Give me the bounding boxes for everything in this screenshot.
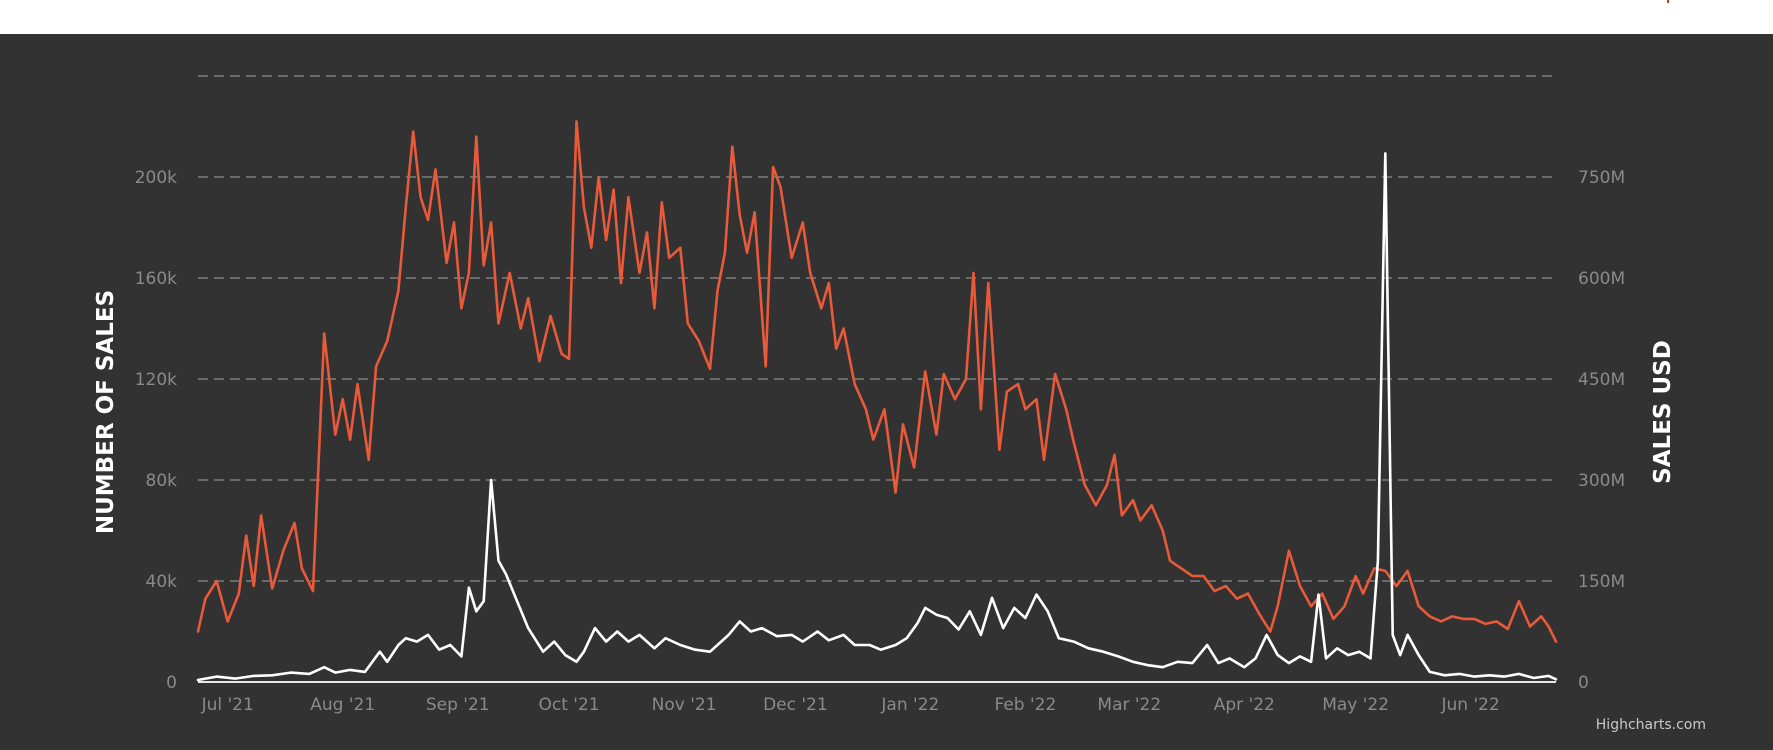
x-tick-label: Dec '21 xyxy=(763,695,828,715)
y-axis-right: 0 150M 300M 450M 600M 750M xyxy=(1578,168,1625,693)
y-left-tick-label: 160k xyxy=(135,269,177,289)
series-line-sales-usd[interactable] xyxy=(196,152,1558,682)
y-right-tick-label: 750M xyxy=(1578,168,1625,188)
chart-panel: Jul '21 Aug '21 Sep '21 Oct '21 Nov '21 Dec '… xyxy=(0,34,1773,750)
series-line-number-of-sales[interactable] xyxy=(196,120,1558,643)
x-tick-label: Oct '21 xyxy=(538,695,599,715)
x-tick-label: Aug '21 xyxy=(310,695,375,715)
y-right-tick-label: 600M xyxy=(1578,269,1625,289)
y-right-tick-label: 150M xyxy=(1578,572,1625,592)
y-left-tick-label: 200k xyxy=(135,168,177,188)
y-left-tick-label: 40k xyxy=(146,572,178,592)
y-right-tick-label: 300M xyxy=(1578,471,1625,491)
dual-axis-line-chart: Jul '21 Aug '21 Sep '21 Oct '21 Nov '21 Dec '… xyxy=(93,75,1706,733)
y-left-tick-label: 80k xyxy=(146,471,178,491)
y-left-tick-label: 0 xyxy=(166,673,177,693)
y-axis-left: 0 40k 80k 120k 160k 200k xyxy=(135,168,177,693)
x-tick-label: Mar '22 xyxy=(1097,695,1161,715)
y-right-tick-label: 450M xyxy=(1578,370,1625,390)
highcharts-credits[interactable]: Highcharts.com xyxy=(1596,717,1706,733)
y-right-tick-label: 0 xyxy=(1578,673,1589,693)
x-tick-label: Sep '21 xyxy=(426,695,490,715)
x-tick-label: Feb '22 xyxy=(995,695,1057,715)
x-tick-label: Apr '22 xyxy=(1214,695,1275,715)
decorative-dot xyxy=(1667,0,1669,3)
x-tick-label: May '22 xyxy=(1322,695,1389,715)
x-axis: Jul '21 Aug '21 Sep '21 Oct '21 Nov '21 Dec '… xyxy=(201,695,1500,715)
y-axis-right-title: SALES USD xyxy=(1650,340,1676,484)
series-layer xyxy=(196,120,1558,682)
gridlines xyxy=(198,75,1556,683)
x-tick-label: Nov '21 xyxy=(652,695,717,715)
x-tick-label: Jun '22 xyxy=(1441,695,1500,715)
y-left-tick-label: 120k xyxy=(135,370,177,390)
x-tick-label: Jan '22 xyxy=(880,695,939,715)
x-tick-label: Jul '21 xyxy=(201,695,254,715)
y-axis-left-title: NUMBER OF SALES xyxy=(93,290,119,534)
